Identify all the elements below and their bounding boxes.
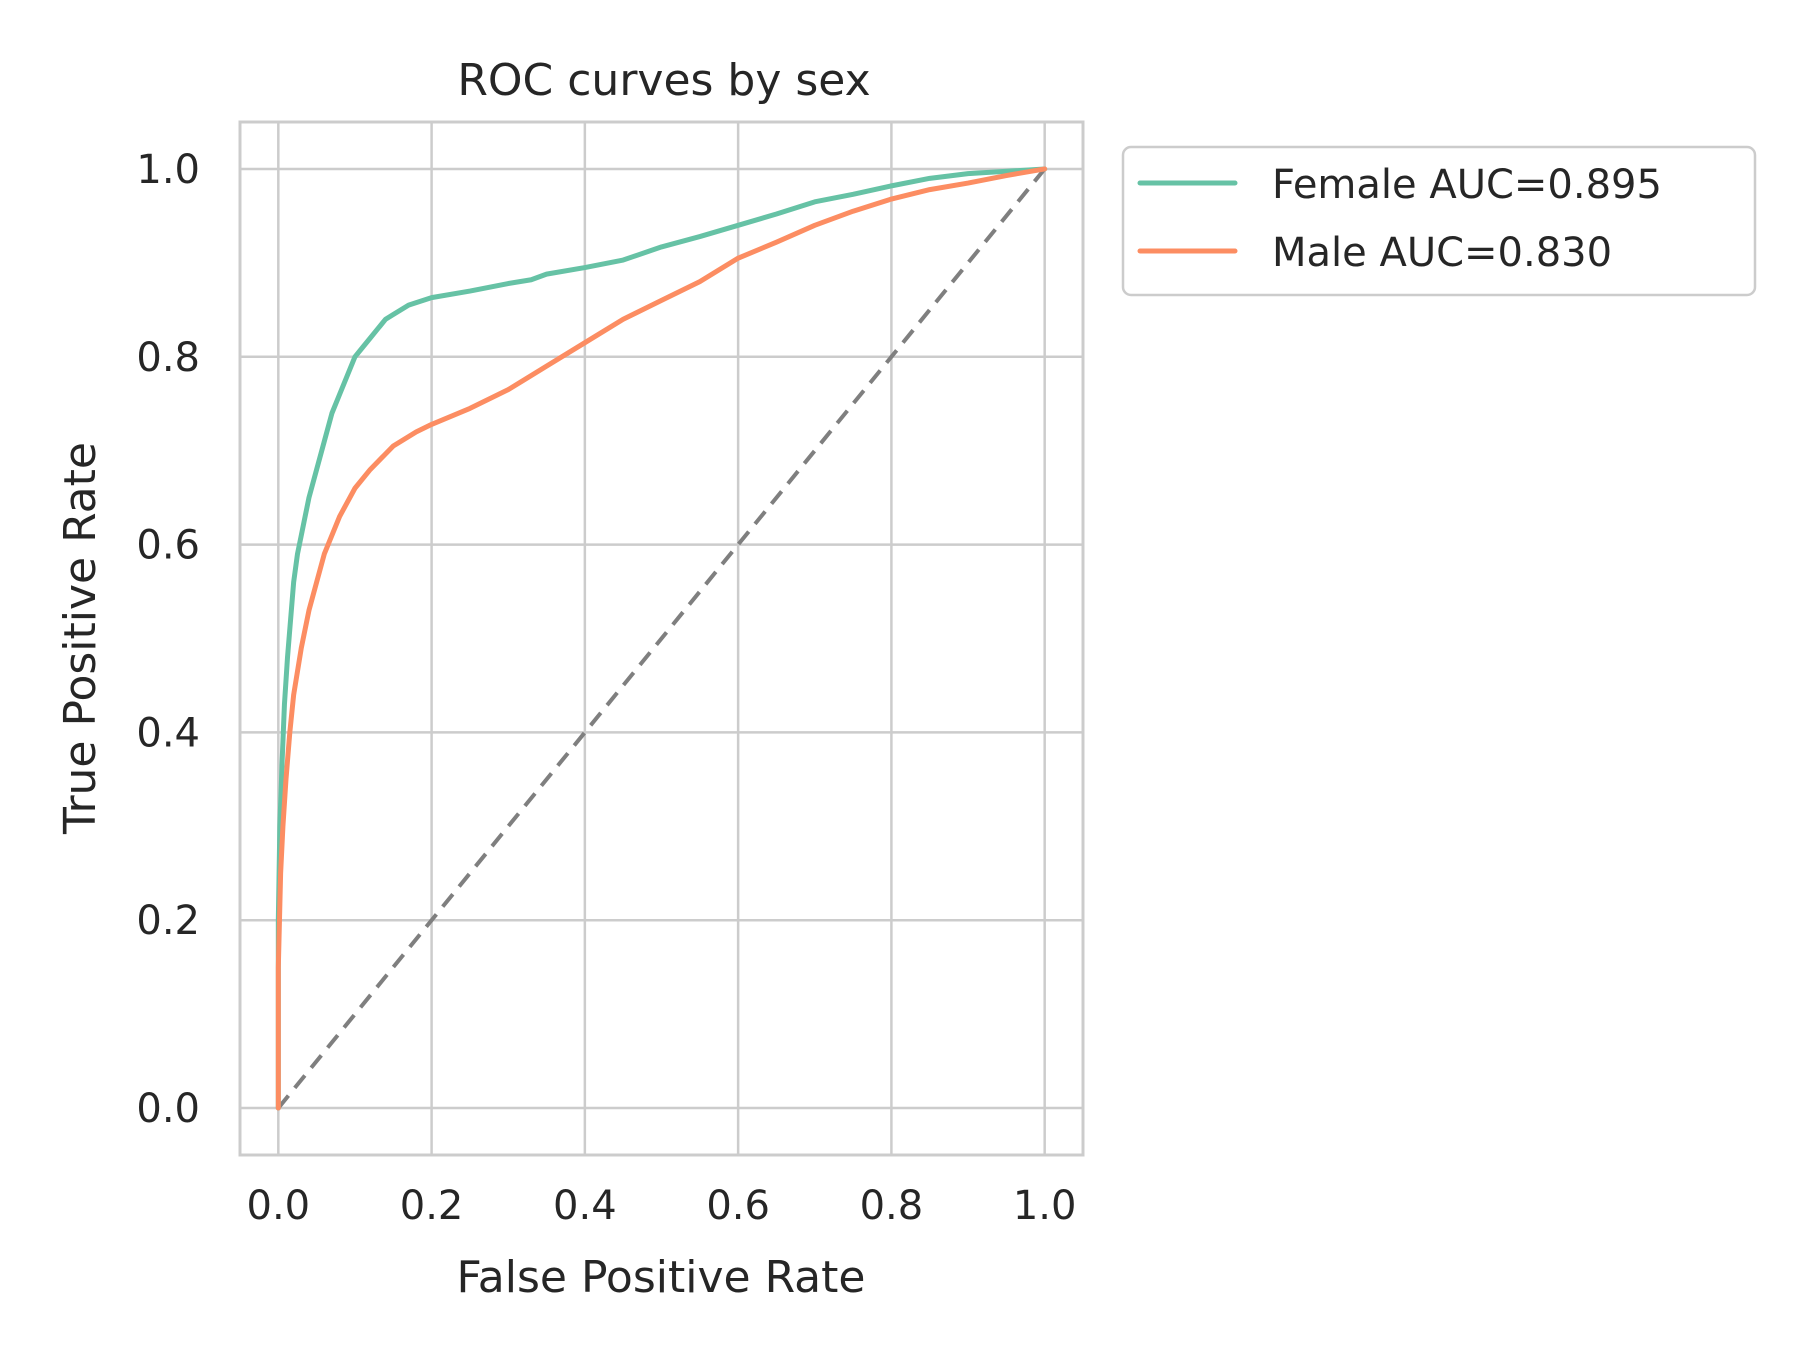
legend-label-female: Female AUC=0.895 — [1272, 162, 1662, 208]
x-tick-label: 0.8 — [860, 1183, 924, 1229]
y-tick-label: 0.2 — [136, 898, 200, 944]
x-tick-label: 0.2 — [400, 1183, 464, 1229]
series-layer — [275, 166, 1048, 1111]
chart-title: ROC curves by sex — [457, 55, 870, 106]
y-tick-label: 0.0 — [136, 1086, 200, 1132]
legend-label-male: Male AUC=0.830 — [1272, 230, 1612, 276]
roc-curve-male — [275, 166, 1048, 1111]
x-tick-label: 1.0 — [1013, 1183, 1077, 1229]
y-tick-labels: 0.0 0.2 0.4 0.6 0.8 1.0 — [136, 147, 200, 1132]
y-tick-label: 0.8 — [136, 335, 200, 381]
x-tick-label: 0.4 — [553, 1183, 617, 1229]
y-tick-label: 0.4 — [136, 710, 200, 756]
y-axis-label: True Positive Rate — [55, 442, 106, 835]
y-tick-label: 0.6 — [136, 523, 200, 569]
chance-diagonal-line — [276, 167, 1047, 1110]
grid — [240, 122, 1083, 1155]
roc-curve-female — [275, 166, 1048, 1111]
x-tick-label: 0.6 — [706, 1183, 770, 1229]
plot-frame — [238, 120, 1085, 1157]
legend: Female AUC=0.895 Male AUC=0.830 — [1121, 145, 1757, 297]
y-tick-label: 1.0 — [136, 147, 200, 193]
x-axis-label: False Positive Rate — [457, 1252, 866, 1303]
legend-box — [1121, 145, 1757, 297]
x-tick-labels: 0.0 0.2 0.4 0.6 0.8 1.0 — [247, 1183, 1077, 1229]
x-tick-label: 0.0 — [247, 1183, 311, 1229]
